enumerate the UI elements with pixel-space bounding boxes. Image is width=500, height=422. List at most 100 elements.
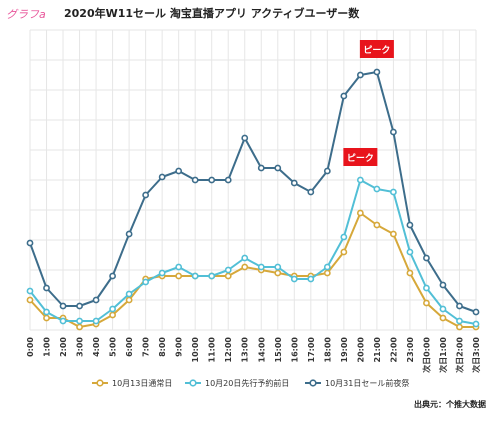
data-point bbox=[423, 284, 430, 292]
peak-annotation-box bbox=[359, 40, 394, 58]
data-point bbox=[274, 263, 282, 271]
legend-marker bbox=[189, 379, 197, 387]
x-tick-label: 10:00 bbox=[191, 337, 200, 363]
x-tick-label: 7:00 bbox=[142, 337, 151, 357]
peak-annotation-box bbox=[343, 148, 378, 166]
peak-annotation-label: ピーク bbox=[363, 44, 390, 56]
x-tick-label: 1:00 bbox=[43, 337, 52, 357]
data-point bbox=[76, 317, 83, 325]
x-tick-label: 13:00 bbox=[241, 337, 250, 363]
chart-title: 2020年W11セール 淘宝直播アプリ アクティブユーザー数 bbox=[64, 7, 360, 20]
chart-header: グラフa 2020年W11セール 淘宝直播アプリ アクティブユーザー数 bbox=[0, 0, 500, 26]
legend-marker bbox=[96, 379, 104, 387]
data-point bbox=[406, 248, 414, 256]
data-point bbox=[142, 278, 150, 286]
x-tick-label: 4:00 bbox=[92, 337, 101, 357]
data-point bbox=[290, 275, 298, 283]
x-tick-label: 16:00 bbox=[290, 337, 299, 363]
data-point bbox=[257, 164, 265, 172]
data-point bbox=[340, 248, 348, 256]
data-point bbox=[26, 239, 34, 247]
x-tick-label: 0:00 bbox=[26, 337, 35, 357]
legend-label: 10月20日先行予約前日 bbox=[205, 378, 289, 388]
series-line bbox=[29, 71, 477, 313]
data-point bbox=[472, 308, 480, 316]
data-point bbox=[423, 254, 430, 262]
data-point bbox=[125, 290, 133, 298]
brand-logo: グラフa bbox=[6, 8, 46, 21]
data-point bbox=[158, 269, 166, 277]
data-point bbox=[109, 305, 116, 313]
x-tick-label: 5:00 bbox=[109, 337, 118, 357]
data-point bbox=[406, 221, 414, 229]
data-point bbox=[456, 317, 463, 325]
data-point bbox=[175, 272, 183, 280]
x-tick-label: 9:00 bbox=[175, 337, 184, 357]
data-point bbox=[26, 287, 34, 295]
data-point bbox=[175, 263, 183, 271]
data-point bbox=[373, 221, 381, 229]
data-point bbox=[59, 302, 67, 310]
data-point bbox=[241, 134, 249, 142]
data-point bbox=[323, 263, 331, 271]
data-point bbox=[456, 323, 463, 331]
x-tick-label: 23:00 bbox=[406, 337, 415, 363]
data-point bbox=[191, 272, 199, 280]
data-point bbox=[43, 314, 50, 322]
x-tick-label: 12:00 bbox=[224, 337, 233, 363]
x-tick-label: 20:00 bbox=[356, 337, 365, 363]
data-point bbox=[323, 269, 331, 277]
data-point bbox=[340, 92, 348, 100]
data-point bbox=[158, 173, 166, 181]
data-point bbox=[439, 314, 447, 322]
x-tick-label: 18:00 bbox=[323, 337, 332, 363]
legend-label: 10月13日通常日 bbox=[112, 378, 172, 388]
data-point bbox=[274, 269, 282, 277]
data-point bbox=[356, 71, 364, 79]
data-point bbox=[175, 167, 183, 175]
legend-marker bbox=[309, 379, 317, 387]
x-tick-label: 6:00 bbox=[125, 337, 134, 357]
x-tick-label: 14:00 bbox=[257, 337, 266, 363]
x-tick-label: 8:00 bbox=[158, 337, 167, 357]
data-point bbox=[390, 188, 397, 196]
data-point bbox=[456, 302, 463, 310]
data-point bbox=[191, 176, 199, 184]
data-point bbox=[406, 269, 414, 277]
data-point bbox=[373, 68, 381, 76]
x-tick-label: 21:00 bbox=[373, 337, 382, 363]
data-point bbox=[373, 185, 381, 193]
x-tick-label: 2:00 bbox=[59, 337, 68, 357]
data-point bbox=[76, 302, 83, 310]
x-tick-label: 次日0:00 bbox=[421, 337, 431, 373]
data-point bbox=[125, 296, 133, 304]
x-tick-label: 22:00 bbox=[389, 337, 398, 363]
data-point bbox=[257, 263, 265, 271]
data-point bbox=[356, 209, 364, 217]
x-tick-label: 次日2:00 bbox=[454, 337, 464, 373]
data-point bbox=[208, 176, 216, 184]
data-point bbox=[109, 272, 116, 280]
data-point bbox=[92, 317, 100, 325]
data-point bbox=[224, 272, 232, 280]
data-point bbox=[125, 230, 133, 238]
data-point bbox=[241, 263, 249, 271]
series-line bbox=[29, 212, 476, 328]
data-point bbox=[43, 284, 50, 292]
data-point bbox=[340, 233, 348, 241]
x-tick-label: 3:00 bbox=[76, 337, 85, 357]
data-point bbox=[224, 266, 232, 274]
series-line bbox=[29, 179, 477, 325]
source-note: 出典元：个推大数据 bbox=[414, 400, 486, 409]
legend-label: 10月31日セール前夜祭 bbox=[325, 378, 409, 388]
data-point bbox=[472, 320, 480, 328]
data-point bbox=[274, 164, 282, 172]
x-tick-label: 17:00 bbox=[307, 337, 316, 363]
data-point bbox=[26, 296, 34, 304]
data-point bbox=[241, 254, 249, 262]
data-point bbox=[390, 230, 397, 238]
data-point bbox=[208, 272, 216, 280]
data-point bbox=[439, 305, 447, 313]
data-point bbox=[59, 317, 67, 325]
